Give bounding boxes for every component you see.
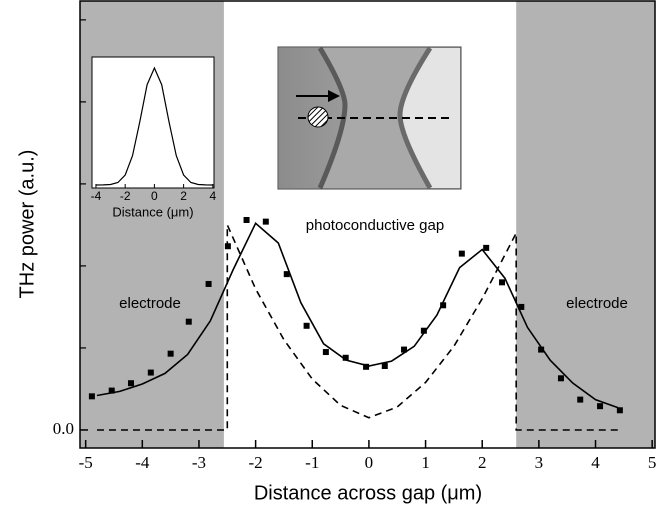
x-tick-label: -1	[305, 453, 319, 472]
annotation: photoconductive gap	[306, 217, 444, 234]
annotation: electrode	[566, 295, 628, 312]
marker	[597, 403, 604, 410]
x-tick-label: 1	[421, 453, 430, 472]
marker	[483, 244, 490, 251]
inset-frame	[91, 56, 215, 189]
inset-x-tick-label: -4	[91, 189, 102, 203]
marker	[303, 322, 310, 329]
annotation: electrode	[119, 295, 181, 312]
x-tick-label: 2	[478, 453, 487, 472]
photo-spot	[307, 106, 329, 128]
marker	[88, 393, 95, 400]
photo-edge	[317, 46, 348, 189]
x-tick-label: -5	[79, 453, 93, 472]
marker	[363, 363, 370, 370]
x-tick-label: 5	[648, 453, 657, 472]
marker	[518, 303, 525, 310]
marker	[577, 396, 584, 403]
line	[95, 66, 213, 186]
plot-frame	[79, 0, 656, 449]
marker	[185, 318, 192, 325]
marker	[557, 375, 564, 382]
x-tick-label: 3	[535, 453, 544, 472]
marker	[499, 279, 506, 286]
marker	[108, 387, 115, 394]
line	[97, 224, 619, 431]
marker	[342, 354, 349, 361]
y-axis-label: THz power (a.u.)	[16, 150, 38, 299]
marker	[322, 349, 329, 356]
marker	[283, 271, 290, 278]
marker	[440, 302, 447, 309]
marker	[538, 346, 545, 353]
inset-x-tick-label: -2	[120, 189, 131, 203]
marker	[205, 280, 212, 287]
marker	[401, 346, 408, 353]
marker	[147, 369, 154, 376]
photo-edge	[397, 46, 433, 190]
x-tick-label: 0	[365, 453, 374, 472]
marker	[616, 407, 623, 414]
marker	[167, 350, 174, 357]
x-tick-label: -2	[249, 453, 263, 472]
inset-x-tick-label: 2	[180, 189, 187, 203]
marker	[243, 216, 250, 223]
x-tick-label: -4	[135, 453, 150, 472]
x-tick-label: -3	[192, 453, 206, 472]
marker	[381, 362, 388, 369]
plot-front: photoconductive gap electrode electrode -5 -…	[53, 0, 657, 472]
marker	[127, 380, 134, 387]
marker	[420, 327, 427, 334]
marker	[458, 250, 465, 257]
line	[96, 222, 619, 409]
x-tick-label: 4	[591, 453, 600, 472]
marker	[262, 218, 269, 225]
x-axis-label: Distance across gap (μm)	[254, 482, 482, 504]
inset-x-tick-label: 4	[209, 189, 216, 203]
y-tick-label: 0.0	[53, 419, 74, 438]
photo-arrow-head	[328, 90, 340, 102]
electrode-region	[516, 1, 655, 448]
inset-x-tick-label: 0	[151, 189, 158, 203]
photo-inset	[277, 46, 462, 190]
inset-x-label: Distance (μm)	[112, 204, 193, 219]
